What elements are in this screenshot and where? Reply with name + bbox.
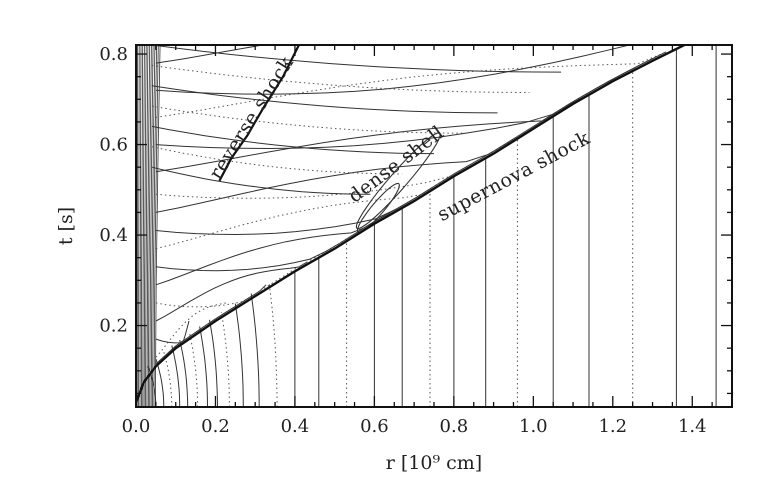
- density-contour: [189, 333, 199, 407]
- density-contour: [155, 45, 266, 64]
- density-contour: [250, 293, 260, 407]
- y-axis-label: t [s]: [55, 207, 77, 245]
- density-contour: [209, 319, 218, 407]
- dense-shell-label: dense shell: [344, 121, 448, 207]
- density-contour: [155, 45, 632, 95]
- x-tick-label: 1.0: [519, 416, 548, 437]
- density-contour: [141, 45, 144, 407]
- dense-shell-contour: [356, 182, 400, 233]
- x-tick-label: 0.6: [360, 416, 389, 437]
- density-contour: [155, 87, 598, 199]
- density-contour: [155, 137, 516, 236]
- x-tick-label: 0.8: [440, 416, 469, 437]
- y-tick-label: 0.4: [99, 225, 128, 246]
- density-contour: [151, 45, 562, 73]
- y-tick-label: 0.6: [99, 135, 128, 156]
- reverse-shock-line: [218, 45, 300, 182]
- supernova-shock-line: [136, 45, 685, 403]
- density-contour: [143, 45, 147, 407]
- axis-ticks: [136, 45, 732, 407]
- density-contour: [199, 326, 208, 407]
- x-tick-label: 0.2: [201, 416, 230, 437]
- density-contour: [150, 45, 156, 407]
- x-tick-label: 1.4: [678, 416, 707, 437]
- density-contour: [234, 303, 244, 407]
- density-contour: [155, 236, 350, 308]
- plot-frame: [135, 44, 733, 408]
- density-contour: [151, 85, 498, 114]
- density-contour: [155, 284, 267, 344]
- shock-fronts: [136, 45, 685, 403]
- contour-lines: [136, 45, 717, 407]
- x-tick-label: 1.2: [598, 416, 627, 437]
- density-contour: [155, 261, 308, 322]
- density-contour: [142, 45, 145, 407]
- dense-shell-contour: [355, 132, 441, 230]
- density-contour: [179, 339, 189, 407]
- density-contour: [155, 358, 165, 407]
- density-contour: [151, 64, 530, 93]
- density-contour: [155, 187, 433, 272]
- density-contour: [155, 51, 667, 150]
- x-tick-label: 0.0: [122, 416, 151, 437]
- density-contour: [152, 45, 157, 407]
- density-contour: [146, 45, 151, 407]
- density-contour: [268, 282, 278, 407]
- density-contour: [155, 162, 474, 250]
- density-contour: [220, 312, 230, 407]
- density-contour: [153, 45, 159, 407]
- x-axis-label: r [10⁹ cm]: [386, 452, 482, 474]
- density-contour: [155, 302, 227, 358]
- density-contour: [171, 345, 181, 407]
- x-tick-label: 0.4: [281, 416, 310, 437]
- reverse-shock-label: reverse shock: [205, 53, 298, 184]
- density-contour: [149, 45, 154, 407]
- density-contour: [155, 112, 556, 213]
- density-contour: [147, 45, 152, 407]
- density-contour: [151, 105, 466, 134]
- y-tick-label: 0.8: [99, 44, 128, 65]
- y-tick-label: 0.2: [99, 316, 128, 337]
- density-contour: [163, 351, 173, 407]
- density-contour: [155, 51, 667, 118]
- tick-labels: 0.0 0.2 0.4 0.6 0.8 1.0 1.2 1.4 0.2 0.4 0.6 0.8: [99, 44, 706, 437]
- density-contour: [145, 45, 149, 407]
- density-contour: [151, 125, 435, 155]
- density-contour: [151, 166, 371, 195]
- density-contour: [151, 146, 403, 175]
